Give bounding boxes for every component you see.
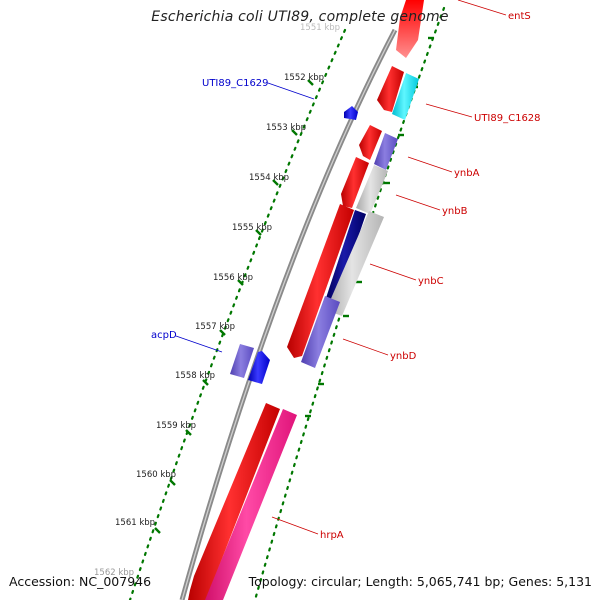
gene-label-UTI89_C1628: UTI89_C1628 xyxy=(474,113,541,124)
scale-tick-marks xyxy=(154,79,314,534)
scale-label-1554: 1554 kbp xyxy=(249,173,289,183)
scale-label-1555: 1555 kbp xyxy=(232,223,272,233)
leader-hrpA xyxy=(271,516,319,535)
leader-UTI89_C1629 xyxy=(267,82,315,100)
gene-label-ynbB: ynbB xyxy=(442,206,468,217)
scale-circle xyxy=(128,28,347,600)
outer-dotted-circle xyxy=(253,6,446,600)
gene-red-ynbB xyxy=(341,157,369,208)
leader-ynbA xyxy=(407,156,453,173)
outer-tick-marks xyxy=(305,36,434,418)
gene-navy-ynbC xyxy=(326,210,366,302)
gene-red-ynbC xyxy=(287,204,354,358)
gene-slate-ynbA xyxy=(374,133,398,170)
map-title: Escherichia coli UTI89, complete genome xyxy=(151,9,449,25)
gene-red-ynbA xyxy=(359,125,382,160)
scale-label-1556: 1556 kbp xyxy=(213,273,253,283)
leader-ynbB xyxy=(395,194,441,211)
gene-pink-hrpA xyxy=(205,409,297,600)
gene-label-UTI89_C1629: UTI89_C1629 xyxy=(202,78,269,89)
scale-label-1552: 1552 kbp xyxy=(284,73,324,83)
gene-label-acpD: acpD xyxy=(151,330,177,341)
gene-cyan-c1628 xyxy=(392,73,419,120)
genome-stats-text: Topology: circular; Length: 5,065,741 bp… xyxy=(248,574,592,589)
scale-label-1553: 1553 kbp xyxy=(266,123,306,133)
leader-entS xyxy=(457,0,507,16)
scale-label-1558: 1558 kbp xyxy=(175,371,215,381)
gene-grey-ynbC xyxy=(326,211,384,316)
scale-label-1557: 1557 kbp xyxy=(195,322,235,332)
leader-UTI89_C1628 xyxy=(425,103,473,118)
gene-red-top xyxy=(396,0,424,58)
leader-ynbD xyxy=(342,338,389,356)
scale-label-1562: 1562 kbp xyxy=(94,568,134,578)
gene-slate-ynbD xyxy=(301,296,340,368)
gene-label-ynbD: ynbD xyxy=(390,351,417,362)
genome-backbone-highlight xyxy=(181,29,396,600)
gene-red-hrpA xyxy=(188,403,280,600)
gene-blue-c1629 xyxy=(344,106,358,120)
genome-backbone xyxy=(179,28,398,600)
gene-label-ynbA: ynbA xyxy=(454,168,480,179)
leader-acpD xyxy=(175,335,223,353)
gene-blue-acpD xyxy=(248,351,270,384)
scale-label-1560: 1560 kbp xyxy=(136,470,176,480)
leader-ynbC xyxy=(369,263,417,281)
gene-label-entS: entS xyxy=(508,11,531,22)
gene-grey-ynbB xyxy=(356,165,388,214)
gene-label-hrpA: hrpA xyxy=(320,530,344,541)
scale-label-1559: 1559 kbp xyxy=(156,421,196,431)
gene-slate-acpD xyxy=(230,344,254,378)
scale-label-1561: 1561 kbp xyxy=(115,518,155,528)
gene-red-c1628a xyxy=(377,66,404,112)
gene-label-ynbC: ynbC xyxy=(418,276,444,287)
scale-label-1551: 1551 kbp xyxy=(300,23,340,33)
accession-text: Accession: NC_007946 xyxy=(9,574,152,589)
